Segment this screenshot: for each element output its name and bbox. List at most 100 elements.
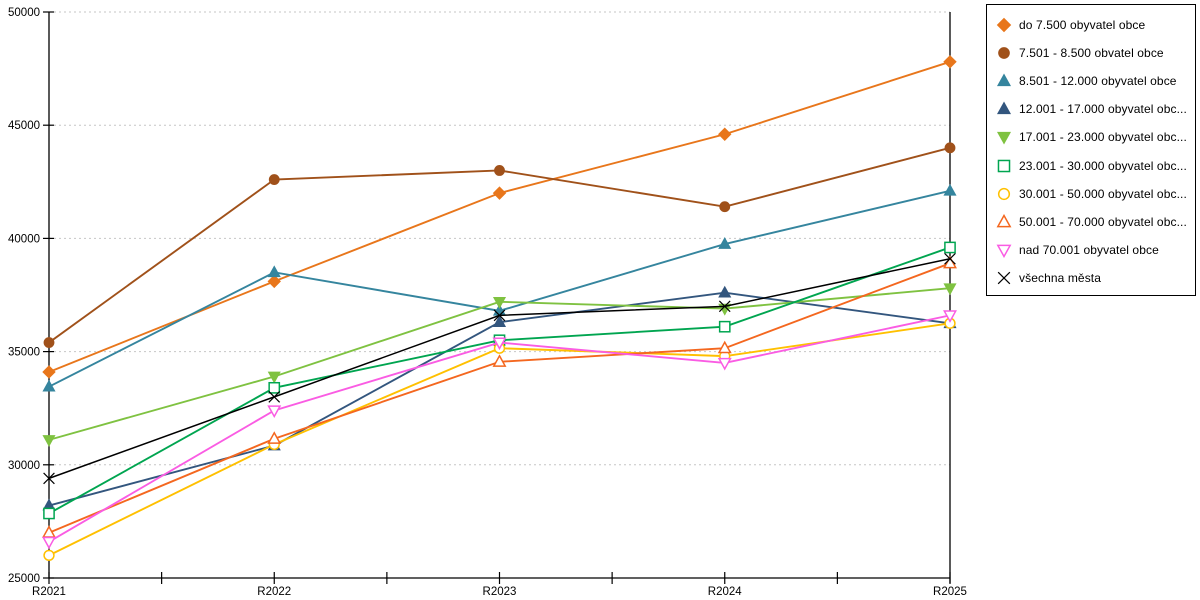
x-stroke [43,472,55,485]
legend-item: nad 70.001 obyvatel obce [996,236,1195,264]
marker-triangle-down [42,435,56,447]
marker-triangle-up [996,73,1012,87]
marker-circle [43,549,55,562]
marker-x [997,271,1011,285]
marker-square [997,159,1011,172]
marker-diamond [492,186,507,200]
marker-x [718,300,731,313]
legend-item: 50.001 - 70.000 obyvatel obc... [996,208,1195,236]
marker-triangle-up [42,379,56,392]
legend-item: 12.001 - 17.000 obyvatel obc... [996,95,1195,123]
marker-triangle-up [718,285,732,298]
marker-triangle-up [717,340,732,354]
series-9 [43,252,956,485]
marker-triangle-up [718,237,732,249]
legend-label: všechna města [1019,270,1102,285]
marker-triangle-down [492,296,507,309]
legend-marker-x-icon [997,271,1011,285]
legend-item: 7.501 - 8.500 obvatel obce [996,39,1195,67]
x-tick-label: R2024 [708,586,742,598]
legend-label: 50.001 - 70.000 obyvatel obc... [1019,214,1187,229]
y-tick-label: 25000 [8,573,40,585]
marker-circle [719,201,731,213]
legend-label: 8.501 - 12.000 obyvatel obce [1019,74,1177,89]
legend-marker-square-icon [997,159,1011,172]
x-stroke [944,252,956,265]
marker-triangle-down [42,536,56,550]
marker-triangle-down [943,283,957,296]
legend: do 7.500 obyvatel obce 7.501 - 8.500 obva… [986,4,1196,296]
x-stroke [718,300,731,313]
x-tick-label: R2025 [933,586,967,598]
marker-triangle-up [996,101,1012,115]
legend-marker-diamond-icon [996,17,1012,33]
x-stroke [268,391,281,403]
series-8 [42,310,957,550]
marker-triangle-up [492,354,507,367]
marker-triangle-up [492,315,507,327]
legend-item: 30.001 - 50.000 obyvatel obc... [996,180,1195,208]
x-tick-label: R2023 [483,586,517,598]
marker-triangle-up [267,265,281,278]
legend-label: 30.001 - 50.000 obyvatel obc... [1019,186,1187,201]
marker-square [268,381,281,394]
marker-diamond [267,274,281,289]
legend-marker-triangle-up-icon [996,73,1012,87]
marker-diamond [42,365,56,379]
marker-square [718,320,731,333]
legend-marker-circle-icon [997,187,1011,200]
legend-label: 7.501 - 8.500 obvatel obce [1019,46,1164,61]
marker-diamond [996,17,1012,33]
marker-square [43,507,55,520]
legend-marker-circle-icon [998,47,1010,59]
marker-circle [494,165,505,176]
marker-triangle-down [267,371,281,384]
marker-triangle-up [996,213,1012,228]
x-tick-label: R2021 [32,586,66,598]
series-0 [42,55,957,379]
series-line [48,258,951,480]
marker-triangle-down [717,357,732,371]
marker-triangle-up [267,431,282,444]
series-4 [42,283,957,447]
y-tick-label: 40000 [8,233,40,245]
marker-triangle-down [943,310,957,323]
legend-label: do 7.500 obyvatel obce [1019,18,1146,33]
legend-marker-triangle-down-icon [996,244,1012,258]
legend-marker-triangle-up-icon [996,101,1012,115]
legend-item: všechna města [996,264,1195,292]
marker-circle [998,47,1010,59]
legend-item: do 7.500 obyvatel obce [996,11,1195,39]
marker-square [944,241,956,254]
legend-label: 12.001 - 17.000 obyvatel obc... [1019,102,1187,117]
y-tick-label: 35000 [8,347,40,359]
legend-item: 17.001 - 23.000 obyvatel obc... [996,123,1195,151]
x-stroke [493,309,506,322]
marker-triangle-down [996,244,1012,258]
marker-triangle-down [267,405,282,419]
marker-triangle-down [492,337,507,351]
x-stroke [997,271,1011,285]
y-tick-label: 45000 [8,120,40,132]
marker-x [493,309,506,322]
marker-triangle-down [996,132,1012,145]
y-tick-label: 50000 [8,7,40,19]
legend-marker-triangle-down-icon [996,132,1012,145]
series-1 [43,142,956,348]
marker-circle [944,142,956,154]
marker-x [43,472,55,485]
marker-triangle-up [943,183,957,196]
legend-item: 23.001 - 30.000 obyvatel obc... [996,151,1195,179]
marker-diamond [943,55,957,69]
legend-label: nad 70.001 obyvatel obce [1019,242,1159,257]
marker-x [268,391,281,403]
legend-label: 17.001 - 23.000 obyvatel obc... [1019,130,1187,145]
marker-circle [997,187,1011,200]
legend-marker-triangle-up-icon [996,213,1012,228]
y-tick-label: 30000 [8,460,40,472]
marker-circle [268,174,280,185]
legend-label: 23.001 - 30.000 obyvatel obc... [1019,158,1187,173]
marker-diamond [718,127,732,141]
